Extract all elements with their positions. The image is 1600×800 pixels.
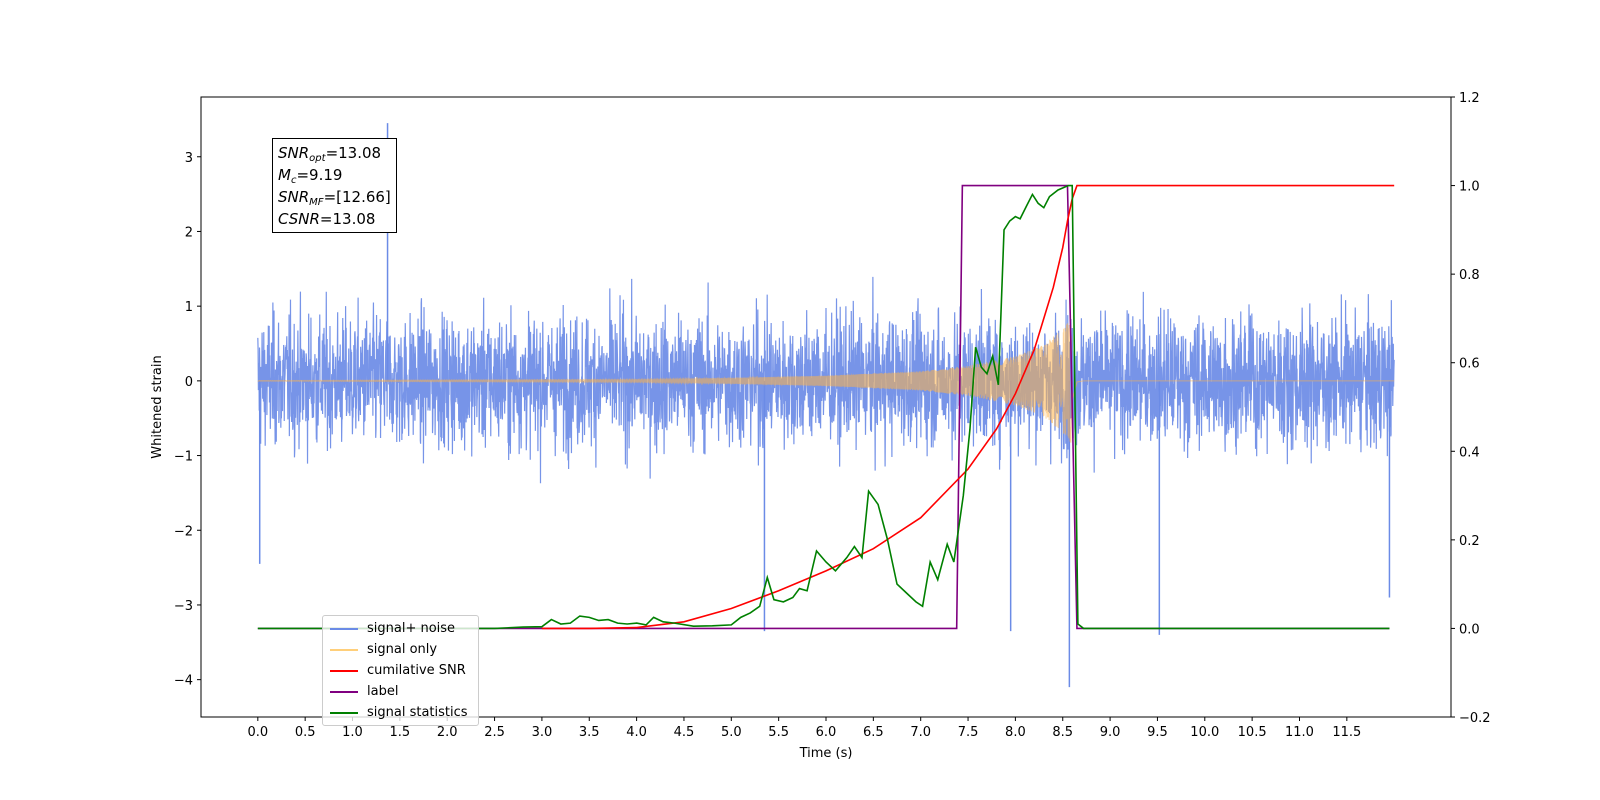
series-signal-plus-noise — [257, 276, 1395, 484]
annotation-snr-mf: SNRMF=[12.66] — [278, 188, 391, 208]
legend-item-cumulative-snr: cumilative SNR — [323, 660, 478, 681]
x-tick-label: 6.0 — [816, 725, 837, 740]
y2-tick-label: 1.0 — [1459, 180, 1480, 195]
annotation-snr-opt: SNRopt=13.08 — [278, 144, 382, 164]
legend-swatch — [330, 648, 358, 651]
x-tick-label: 2.0 — [437, 725, 458, 740]
y-tick-label: −4 — [174, 674, 193, 689]
x-tick-label: 5.5 — [768, 725, 789, 740]
legend-item-signal-statistics: signal statistics — [323, 702, 478, 723]
annotation-csnr: CSNR=13.08 — [278, 210, 376, 228]
y-tick-label: −3 — [174, 599, 193, 614]
x-tick-label: 8.0 — [1005, 725, 1026, 740]
annotation-mc: Mc=9.19 — [278, 166, 343, 186]
x-axis-label: Time (s) — [799, 746, 853, 761]
stats-annotation-box: SNRopt=13.08 Mc=9.19 SNRMF=[12.66] CSNR=… — [272, 138, 397, 233]
x-tick-label: 2.5 — [484, 725, 505, 740]
series-lines-layer — [257, 184, 1395, 630]
x-tick-label: 10.0 — [1190, 725, 1219, 740]
x-tick-label: 3.0 — [532, 725, 553, 740]
legend: signal+ noise signal only cumilative SNR… — [322, 615, 479, 726]
legend-swatch — [330, 690, 358, 693]
y-tick-label: 1 — [185, 300, 193, 315]
x-tick-label: 10.5 — [1238, 725, 1267, 740]
y-tick-label: 2 — [185, 225, 193, 240]
x-tick-label: 4.5 — [674, 725, 695, 740]
legend-label: signal only — [367, 642, 438, 657]
x-tick-label: 4.0 — [626, 725, 647, 740]
legend-swatch — [330, 627, 358, 630]
y-tick-label: 0 — [185, 375, 193, 390]
x-tick-label: 9.0 — [1100, 725, 1121, 740]
axes-layer: 0.0 0.5 1.0 1.5 2.0 2.5 3.0 3.5 4.0 4.5 5.0 5.5 6.0 6… — [174, 91, 1491, 740]
x-tick-label: 7.0 — [910, 725, 931, 740]
series-signal-only-layer — [257, 323, 1395, 443]
x-tick-label: 9.5 — [1147, 725, 1168, 740]
y2-tick-label: 0.6 — [1459, 357, 1480, 372]
legend-swatch — [330, 669, 358, 672]
y-tick-label: −1 — [174, 450, 193, 465]
legend-item-label: label — [323, 681, 478, 702]
series-signal-only — [257, 323, 1395, 443]
legend-label: cumilative SNR — [367, 663, 466, 678]
x-tick-label: 0.0 — [247, 725, 268, 740]
x-tick-label: 7.5 — [958, 725, 979, 740]
y-tick-label: −2 — [174, 524, 193, 539]
legend-item-signal-plus-noise: signal+ noise — [323, 618, 478, 639]
y-tick-label: 3 — [185, 151, 193, 166]
x-tick-label: 11.5 — [1332, 725, 1361, 740]
x-tick-label: 1.0 — [342, 725, 363, 740]
y2-tick-label: 0.8 — [1459, 268, 1480, 283]
legend-label: label — [367, 684, 399, 699]
y2-tick-label: 0.2 — [1459, 534, 1480, 549]
series-signal-plus-noise-layer — [257, 123, 1395, 688]
y2-tick-label: 1.2 — [1459, 91, 1480, 106]
series-cumulative-snr — [541, 184, 1395, 630]
legend-label: signal+ noise — [367, 621, 456, 636]
x-tick-label: 3.5 — [579, 725, 600, 740]
legend-item-signal-only: signal only — [323, 639, 478, 660]
y2-tick-label: 0.0 — [1459, 622, 1480, 637]
x-tick-label: 6.5 — [863, 725, 884, 740]
x-tick-label: 5.0 — [721, 725, 742, 740]
series-signal-statistics — [257, 184, 1390, 630]
legend-swatch — [330, 711, 358, 714]
y2-tick-label: −0.2 — [1459, 711, 1491, 726]
y2-tick-label: 0.4 — [1459, 445, 1480, 460]
x-tick-label: 0.5 — [295, 725, 316, 740]
x-tick-label: 1.5 — [390, 725, 411, 740]
x-tick-label: 11.0 — [1285, 725, 1314, 740]
x-tick-label: 8.5 — [1052, 725, 1073, 740]
y-axis-label: Whitened strain — [150, 355, 165, 458]
legend-label: signal statistics — [367, 705, 468, 720]
